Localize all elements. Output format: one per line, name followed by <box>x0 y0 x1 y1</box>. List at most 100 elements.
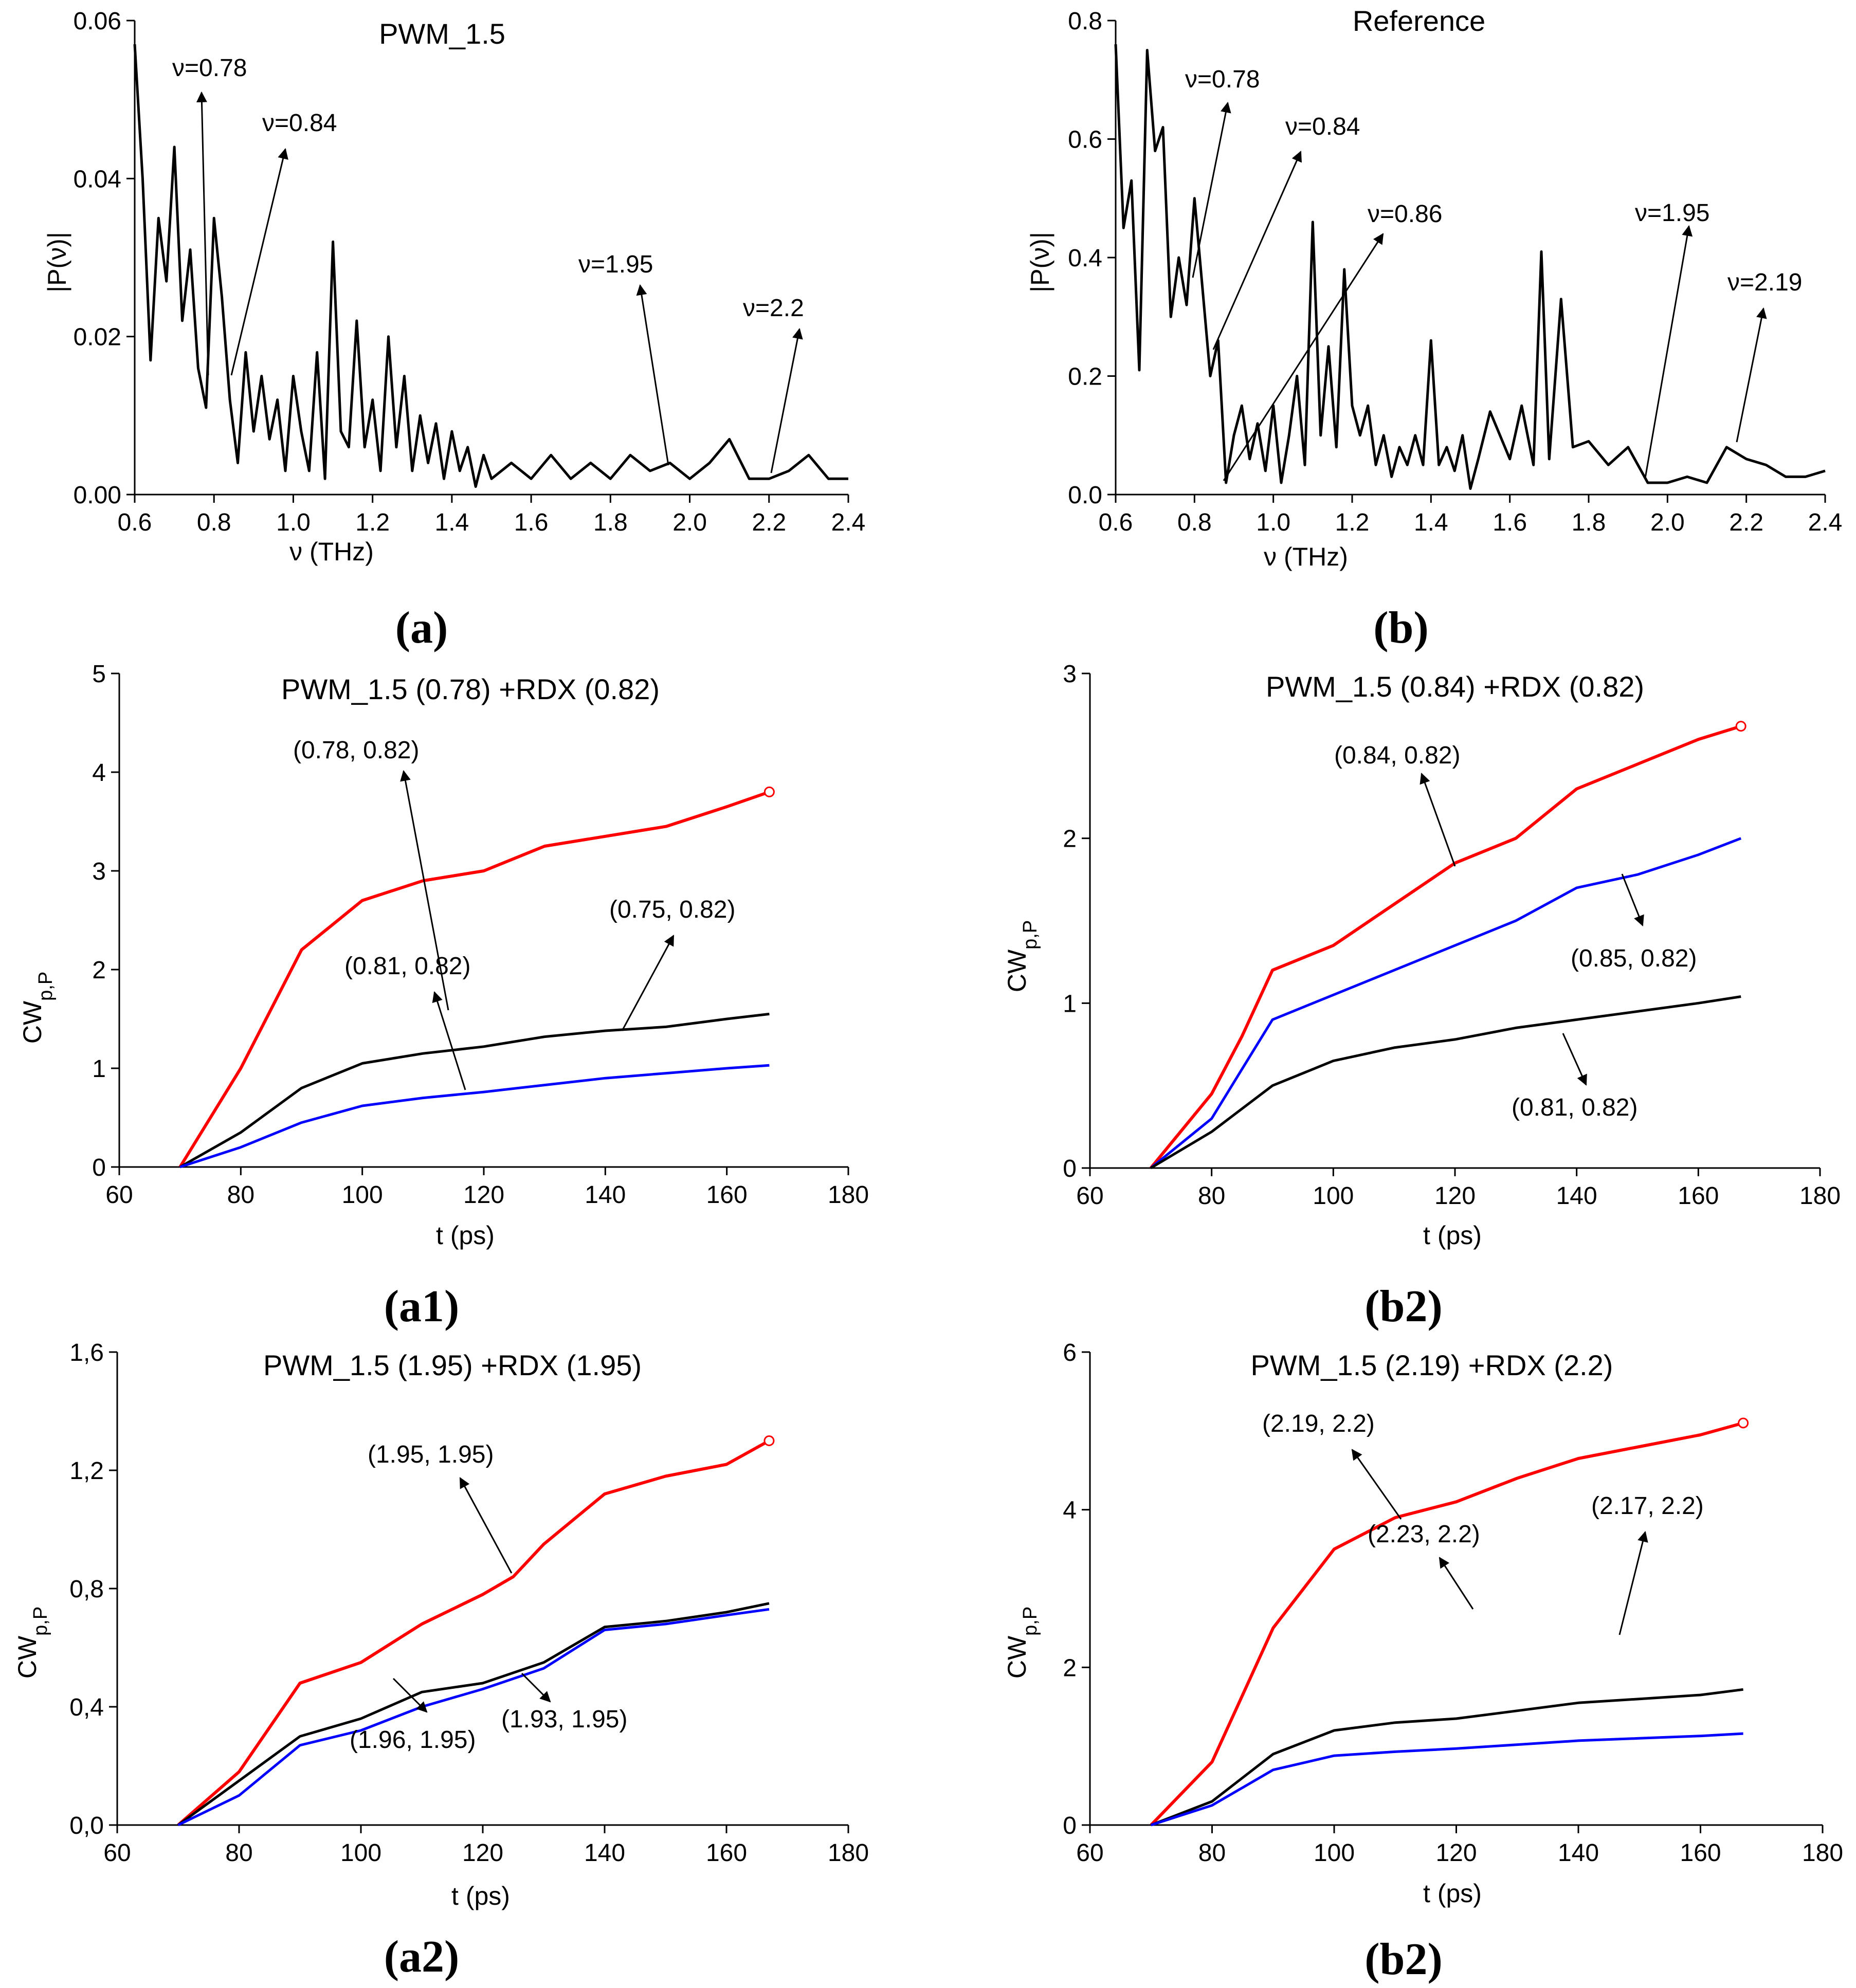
series-line-a-spectrum <box>133 44 848 488</box>
panel-b-xlabel: ν (THz) <box>1264 542 1348 571</box>
annotation-a1-0.81: (0.81, 0.82) <box>344 953 470 980</box>
x-tick-label-a1: 140 <box>585 1181 626 1209</box>
annotation-b2bot-2.17: (2.17, 2.2) <box>1591 1492 1704 1520</box>
panel-a2-title: PWM_1.5 (1.95) +RDX (1.95) <box>263 1349 642 1381</box>
arrow-b2bot-2.19 <box>1351 1449 1402 1520</box>
annotation-b2bot-2.23: (2.23, 2.2) <box>1368 1521 1480 1548</box>
arrow-b2top-0.81 <box>1562 1033 1587 1086</box>
arrow-b2bot-2.17 <box>1618 1530 1648 1635</box>
arrow-b-1.95 <box>1644 225 1693 479</box>
x-tick-label-b: 1.6 <box>1493 509 1527 536</box>
y-tick-label-b2_bottom: 2 <box>1063 1654 1077 1682</box>
series-line-b2_top-0.85-0.82 <box>1150 837 1742 1169</box>
series-marker-a2-1.95-1.95 <box>763 1435 775 1446</box>
x-tick-label-b2_bottom: 180 <box>1802 1839 1843 1867</box>
series-line-b2_bottom-2.23-2.2 <box>1151 1732 1743 1827</box>
y-tick-label-a1: 4 <box>92 759 106 787</box>
arrow-b-0.84 <box>1212 151 1302 350</box>
panel-a-pwm-spectrum: PWM_1.5 0.6 0.8 1.0 1.2 1.4 1.6 1.8 2.0 2.2 2.4 0.… <box>43 8 865 653</box>
panel-b2-top-cw-plot: PWM_1.5 (0.84) +RDX (0.82) 60 80 100 120 140… <box>1003 661 1841 1332</box>
x-tick-label-b: 0.6 <box>1099 509 1133 536</box>
panel-b-title: Reference <box>1353 5 1485 37</box>
panel-a1-title: PWM_1.5 (0.78) +RDX (0.82) <box>281 673 660 705</box>
x-tick-label-b2_top: 100 <box>1313 1182 1354 1210</box>
x-tick-label-b2_bottom: 100 <box>1314 1839 1355 1867</box>
x-tick-label-b2_bottom: 80 <box>1198 1839 1226 1867</box>
series-marker-b2_top-0.84-0.82 <box>1735 721 1746 732</box>
x-tick-label-a: 2.4 <box>831 509 866 536</box>
annotation-a1-0.78: (0.78, 0.82) <box>293 737 419 764</box>
x-tick-label-b2_bottom: 160 <box>1680 1839 1721 1867</box>
y-tick-label-a1: 5 <box>92 661 106 688</box>
series-line-a2-1.95-1.95 <box>177 1439 770 1827</box>
x-tick-label-b2_bottom: 60 <box>1076 1839 1103 1867</box>
x-tick-label-a: 2.0 <box>672 509 707 536</box>
x-tick-label-a: 1.2 <box>355 509 390 536</box>
y-tick-label-a2: 1,6 <box>69 1339 104 1366</box>
x-tick-label-a: 1.8 <box>593 509 628 536</box>
x-tick-label-a1: 160 <box>706 1181 748 1209</box>
x-tick-label-b2_top: 80 <box>1198 1182 1225 1210</box>
x-tick-label-a1: 80 <box>227 1181 254 1209</box>
x-tick-label-a1: 180 <box>828 1181 869 1209</box>
panel-b2-bottom-ylabel: CWp,P <box>1003 1607 1041 1679</box>
x-tick-label-b2_top: 180 <box>1799 1182 1841 1210</box>
arrow-a2-1.95 <box>459 1477 513 1574</box>
x-tick-label-a2: 60 <box>103 1839 131 1867</box>
arrow-a2-1.96 <box>392 1677 428 1713</box>
panel-b2-bottom-tag: (b2) <box>1364 1935 1443 1984</box>
panel-a-title: PWM_1.5 <box>379 17 505 50</box>
series-line-b2_bottom-2.19-2.2 <box>1150 1421 1744 1827</box>
panel-b-reference-spectrum: Reference 0.6 0.8 1.0 1.2 1.4 1.6 1.8 2.0 2.2 2.4… <box>1026 5 1842 653</box>
y-tick-label-b: 0.0 <box>1068 482 1102 509</box>
arrow-b-2.19 <box>1736 307 1767 443</box>
y-tick-label-a: 0.06 <box>74 8 121 35</box>
panel-a1-cw-plot: PWM_1.5 (0.78) +RDX (0.82) 60 80 100 120 140… <box>18 661 869 1332</box>
panel-a1-tag: (a1) <box>384 1282 460 1332</box>
panel-b-tag: (b) <box>1373 603 1429 653</box>
arrow-a1-0.78 <box>400 770 449 1011</box>
annotation-a1-0.75: (0.75, 0.82) <box>609 896 735 923</box>
x-tick-label-b: 2.0 <box>1650 509 1685 536</box>
annotation-a-0.84: ν=0.84 <box>262 110 337 137</box>
x-tick-label-a: 1.6 <box>514 509 549 536</box>
y-tick-label-a: 0.04 <box>74 166 121 193</box>
x-tick-label-a2: 120 <box>462 1839 503 1867</box>
arrow-a-0.84 <box>230 148 288 376</box>
y-tick-label-a1: 0 <box>92 1154 106 1181</box>
x-tick-label-b2_bottom: 140 <box>1558 1839 1599 1867</box>
annotation-b-0.78: ν=0.78 <box>1185 66 1260 93</box>
annotation-a-2.2: ν=2.2 <box>743 295 804 322</box>
x-tick-label-b2_bottom: 120 <box>1435 1839 1477 1867</box>
series-line-b-spectrum <box>1114 44 1826 490</box>
x-tick-label-b: 2.4 <box>1808 509 1843 536</box>
panel-b2-top-xlabel: t (ps) <box>1423 1221 1482 1250</box>
y-tick-label-a2: 0,0 <box>69 1812 104 1839</box>
x-tick-label-a2: 160 <box>706 1839 747 1867</box>
panel-b2-bottom-title: PWM_1.5 (2.19) +RDX (2.2) <box>1251 1349 1613 1381</box>
x-tick-label-b2_top: 120 <box>1434 1182 1476 1210</box>
arrow-a-1.95 <box>636 284 669 466</box>
panel-b2-top-tag: (b2) <box>1364 1282 1443 1332</box>
y-tick-label-b: 0.8 <box>1068 8 1102 35</box>
series-line-a1-0.75-0.82 <box>179 1012 770 1169</box>
x-tick-label-b2_top: 140 <box>1556 1182 1597 1210</box>
panel-b2-bottom-cw-plot: PWM_1.5 (2.19) +RDX (2.2) 60 80 100 120 140 1… <box>1003 1339 1843 1984</box>
y-tick-label-a: 0.00 <box>74 482 121 509</box>
arrow-a2-1.93 <box>521 1672 551 1703</box>
x-tick-label-b: 0.8 <box>1177 509 1212 536</box>
x-tick-label-b: 2.2 <box>1729 509 1763 536</box>
annotation-b-0.84: ν=0.84 <box>1285 113 1360 140</box>
x-tick-label-a: 1.4 <box>435 509 469 536</box>
annotation-a2-1.93: (1.93, 1.95) <box>501 1706 627 1733</box>
series-marker-b2_bottom-2.19-2.2 <box>1738 1417 1749 1429</box>
panel-a2-tag: (a2) <box>384 1932 460 1982</box>
annotation-a-1.95: ν=1.95 <box>578 251 653 278</box>
panel-a2-ylabel: CWp,P <box>13 1607 51 1679</box>
panel-a1-xlabel: t (ps) <box>436 1221 495 1250</box>
annotation-a-0.78: ν=0.78 <box>172 54 247 82</box>
series-marker-a1-0.78-0.82 <box>763 786 775 797</box>
y-tick-label-a2: 1,2 <box>69 1457 104 1485</box>
y-tick-label-b2_bottom: 6 <box>1063 1339 1077 1366</box>
x-tick-label-a2: 100 <box>340 1839 381 1867</box>
